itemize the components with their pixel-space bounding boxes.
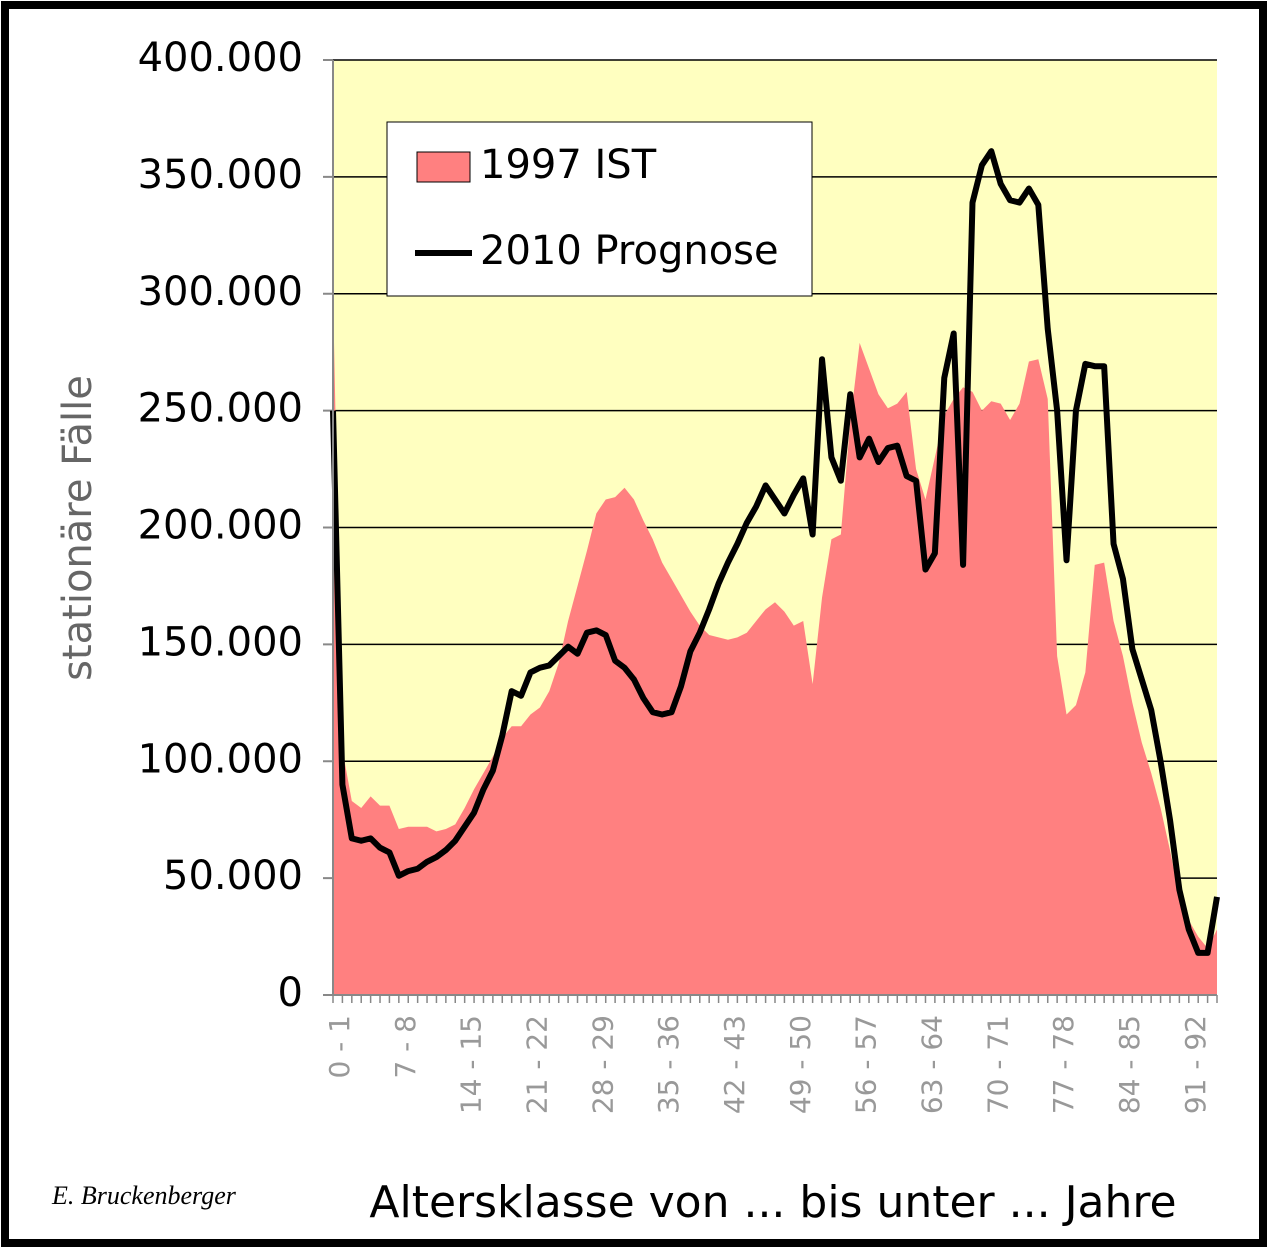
x-tick-label: 56 - 57 [850, 1015, 883, 1114]
x-tick-label: 21 - 22 [520, 1015, 553, 1114]
legend-swatch [416, 151, 471, 183]
y-tick-label: 400.000 [138, 35, 303, 81]
x-tick-label: 42 - 43 [718, 1015, 751, 1114]
y-tick-label: 350.000 [138, 152, 303, 198]
line [330, 148, 1220, 956]
legend-label: 2010 Prognose [480, 228, 779, 274]
x-tick-label: 49 - 50 [784, 1015, 817, 1114]
x-tick-label: 35 - 36 [652, 1015, 685, 1114]
author-note: E. Bruckenberger [51, 1181, 237, 1210]
y-tick-label: 50.000 [163, 853, 303, 899]
y-tick-label: 200.000 [138, 503, 303, 549]
y-tick-label: 0 [278, 970, 303, 1016]
x-tick-label: 7 - 8 [389, 1015, 422, 1079]
legend-box [386, 121, 813, 297]
y-axis-label: stationäre Fälle [55, 375, 101, 681]
y-tick-label: 300.000 [138, 269, 303, 315]
y-tick-label: 150.000 [138, 619, 303, 665]
x-axis-label: Altersklasse von ... bis unter ... Jahre [369, 1177, 1176, 1228]
area [333, 293, 1217, 995]
x-tick-label: 0 - 1 [323, 1015, 356, 1079]
x-tick-label: 63 - 64 [915, 1015, 948, 1114]
legend-label: 1997 IST [480, 142, 657, 188]
x-tick-label: 14 - 15 [455, 1015, 488, 1114]
y-tick-label: 100.000 [138, 736, 303, 782]
x-tick-label: 91 - 92 [1179, 1015, 1212, 1114]
x-tick-label: 28 - 29 [586, 1015, 619, 1114]
x-tick-label: 84 - 85 [1113, 1015, 1146, 1114]
x-tick-label: 70 - 71 [981, 1015, 1014, 1114]
x-tick-label: 77 - 78 [1047, 1015, 1080, 1114]
y-tick-label: 250.000 [138, 386, 303, 432]
